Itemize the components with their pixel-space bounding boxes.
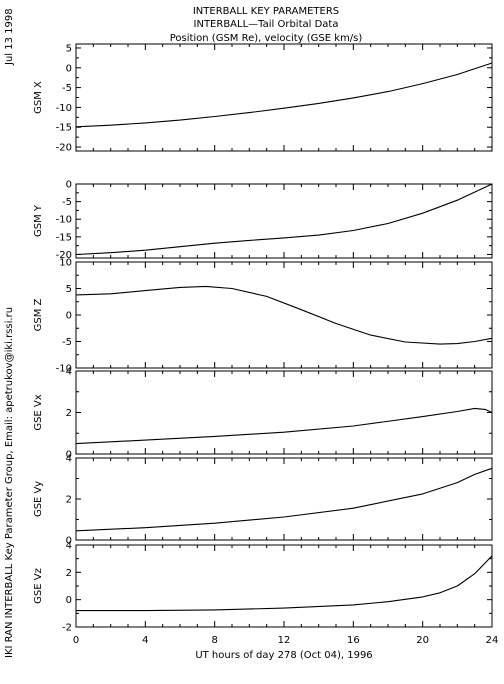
y-tick-label: -10 [56,103,72,114]
y-tick-label: -15 [56,232,72,243]
y-tick-label: -2 [62,623,72,634]
y-tick-label: 2 [66,568,72,579]
series-line-gsm-y [75,183,493,256]
chart-title-2: INTERBALL—Tail Orbital Data [194,19,339,30]
panel-frame [75,544,493,628]
y-axis-label: GSM X [33,81,44,114]
y-tick-label: -10 [56,215,72,226]
y-tick-label: 2 [66,408,72,419]
y-tick-label: 0 [66,180,72,191]
x-tick-label: 20 [416,635,429,646]
x-tick-label: 4 [142,635,148,646]
y-tick-label: 0 [66,536,72,547]
y-axis-label: GSM Z [33,298,44,331]
x-tick-label: 8 [211,635,217,646]
y-tick-label: 0 [66,450,72,461]
chart-title-1: INTERBALL KEY PARAMETERS [193,6,339,17]
chart-title-3: Position (GSM Re), velocity (GSE km/s) [170,33,363,44]
y-tick-label: 4 [66,541,72,552]
x-tick-label: 24 [486,635,499,646]
panel-frame [75,183,493,259]
side-credit-label: IKI RAN INTERBALL Key Parameter Group, E… [4,307,15,658]
y-tick-label: 4 [66,454,72,465]
y-tick-label: 0 [66,311,72,322]
y-tick-label: 2 [66,495,72,506]
x-tick-label: 16 [347,635,360,646]
y-tick-label: 4 [66,367,72,378]
y-axis-label: GSE Vy [33,481,44,517]
y-tick-label: -5 [62,337,72,348]
panel-frame [75,261,493,369]
series-line-gse-vx [75,407,493,445]
y-tick-label: 5 [66,43,72,54]
y-tick-label: 0 [66,63,72,74]
y-tick-label: -5 [62,83,72,94]
series-line-gse-vz [76,555,493,612]
side-date-label: Jul 13 1998 [4,8,15,66]
series-line-gsm-z [75,285,493,345]
y-axis-label: GSM Y [33,204,44,237]
y-axis-label: GSE Vz [33,568,44,604]
series-line-gse-vy [75,467,493,532]
panel-frame [75,43,493,152]
x-tick-label: 12 [278,635,291,646]
y-tick-label: -5 [62,197,72,208]
panel-frame [75,370,493,455]
y-tick-label: 0 [66,595,72,606]
y-tick-label: -20 [56,143,72,154]
y-axis-label: GSE Vx [33,394,44,430]
y-tick-label: -20 [56,250,72,261]
y-tick-label: -15 [56,123,72,134]
x-axis-label: UT hours of day 278 (Oct 04), 1996 [195,650,372,661]
y-tick-label: -10 [56,364,72,375]
y-tick-label: 10 [59,258,72,269]
y-tick-label: 5 [66,284,72,295]
x-tick-label: 0 [73,635,79,646]
series-line-gsm-x [75,62,493,128]
